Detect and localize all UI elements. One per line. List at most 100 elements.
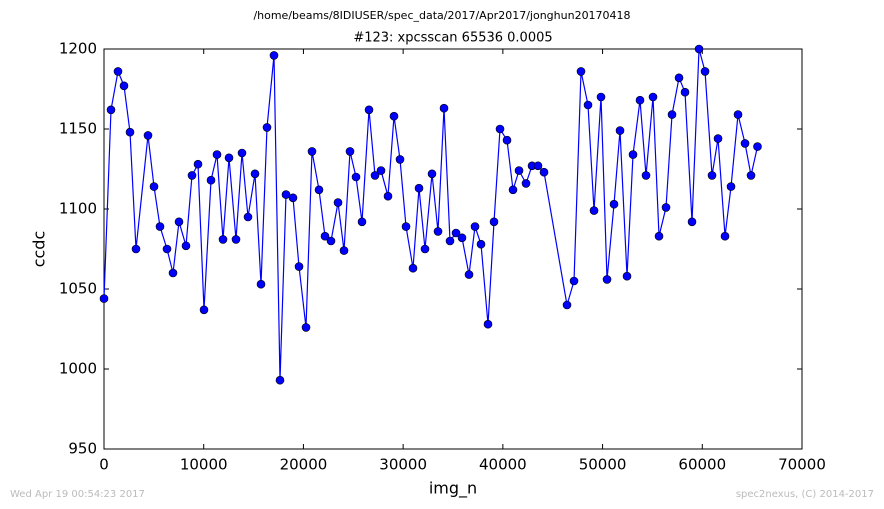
point [508, 185, 518, 195]
point [333, 198, 343, 207]
point [307, 147, 317, 156]
y-tick-label: 1050 [59, 280, 97, 298]
point [562, 300, 572, 310]
point [470, 222, 480, 231]
point [168, 268, 178, 278]
x-axis-label: img_n [429, 479, 477, 499]
point [457, 233, 467, 243]
point [622, 271, 632, 281]
point [740, 139, 750, 148]
point [641, 171, 651, 180]
point [489, 217, 499, 227]
point [439, 103, 449, 113]
point [667, 110, 677, 119]
point [433, 227, 443, 236]
y-tick-label: 1000 [59, 360, 97, 378]
point [294, 262, 304, 271]
point [119, 81, 129, 91]
point [174, 217, 184, 227]
point [320, 231, 330, 241]
point [389, 111, 399, 121]
point [339, 246, 349, 255]
point [326, 236, 336, 246]
point [720, 231, 730, 241]
point [539, 167, 549, 177]
point [187, 171, 197, 180]
point [376, 166, 386, 175]
point [256, 279, 266, 289]
chart-title: #123: xpcsscan 65536 0.0005 [353, 31, 552, 46]
point [746, 171, 756, 180]
x-tick-label: 60000 [678, 456, 726, 474]
point [301, 323, 311, 332]
point [408, 263, 418, 273]
point [635, 95, 645, 105]
point [700, 67, 710, 76]
point [654, 231, 664, 241]
point [661, 203, 671, 212]
point [596, 92, 606, 102]
point [674, 73, 684, 83]
point [275, 375, 285, 385]
point [707, 171, 717, 180]
point [476, 239, 486, 249]
x-tick-label: 50000 [579, 456, 627, 474]
point [181, 241, 191, 251]
point [464, 270, 474, 279]
point [451, 228, 461, 238]
point [351, 172, 361, 182]
point [155, 222, 165, 231]
x-tick-label: 0 [99, 456, 109, 474]
point [162, 244, 172, 254]
point [106, 105, 116, 115]
point [345, 147, 355, 156]
footer-left: Wed Apr 19 00:54:23 2017 [10, 489, 145, 500]
point [483, 319, 493, 329]
point [99, 294, 109, 303]
x-tick-label: 70000 [778, 456, 826, 474]
point [269, 51, 279, 60]
point [143, 131, 153, 140]
point [615, 126, 625, 135]
x-tick-label: 40000 [479, 456, 527, 474]
point [281, 190, 291, 199]
point [231, 235, 241, 244]
plot-frame [103, 48, 803, 450]
point [602, 275, 612, 284]
point [149, 182, 159, 191]
point [609, 199, 619, 209]
point [113, 67, 123, 76]
point [364, 105, 374, 115]
point [726, 182, 736, 191]
point [420, 244, 430, 254]
point [495, 124, 505, 134]
point [237, 148, 247, 158]
point [414, 183, 424, 193]
point [628, 150, 638, 159]
point [502, 135, 512, 145]
point [733, 110, 743, 119]
y-axis-label: ccdc [30, 231, 49, 268]
point [370, 171, 380, 180]
point [401, 222, 411, 231]
point [569, 276, 579, 286]
point [212, 150, 222, 159]
point [383, 191, 393, 201]
point [694, 44, 704, 54]
y-tick-label: 950 [68, 440, 97, 458]
point [288, 193, 298, 203]
point [583, 100, 593, 110]
point [224, 153, 234, 163]
point [250, 169, 260, 179]
point [445, 236, 455, 246]
point [576, 67, 586, 76]
point [427, 169, 437, 179]
point [218, 235, 228, 244]
point [533, 161, 543, 171]
point [395, 155, 405, 164]
point [521, 179, 531, 188]
point [199, 305, 209, 315]
point [206, 175, 216, 185]
point [514, 166, 524, 175]
